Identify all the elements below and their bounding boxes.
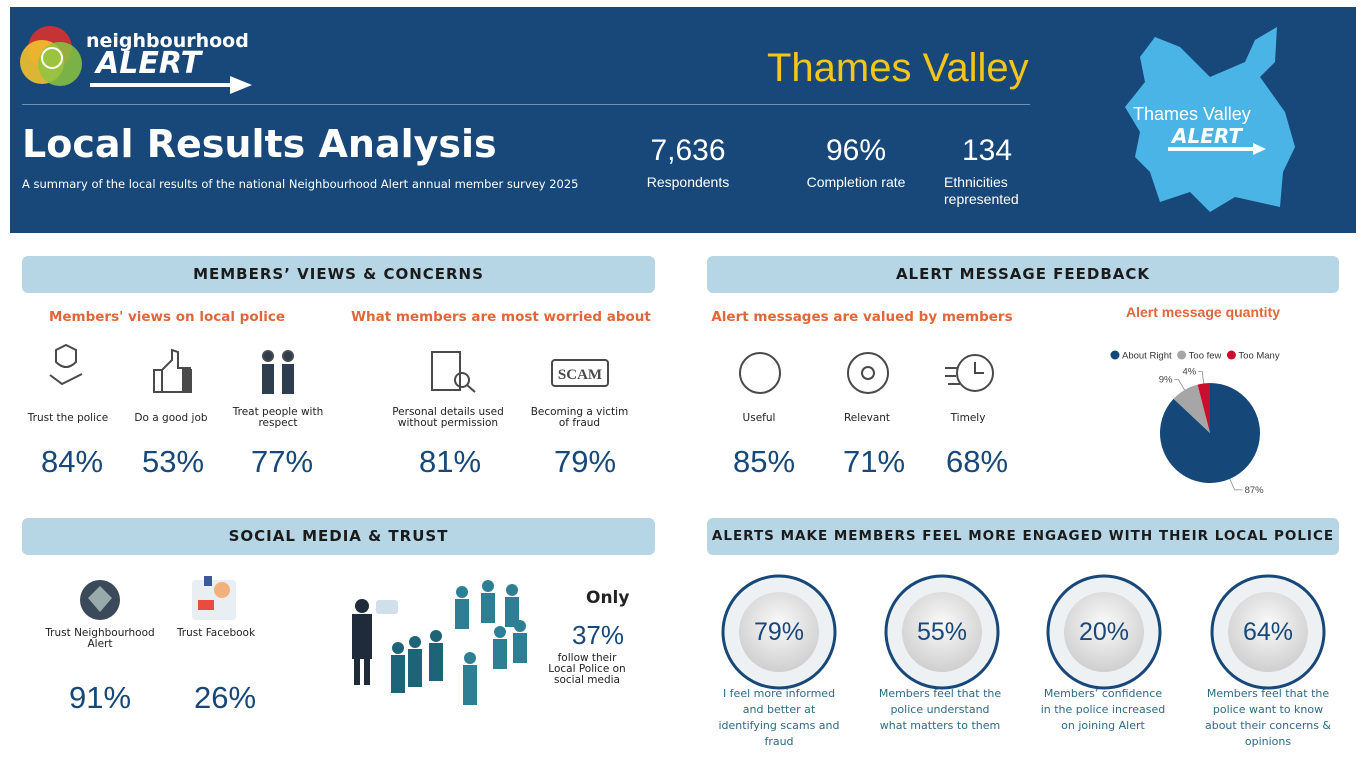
item-label: Trust Neighbourhood Alert bbox=[45, 627, 155, 650]
badge-bottom: ALERT bbox=[1172, 124, 1243, 148]
subheading: Members' views on local police bbox=[48, 309, 286, 325]
item-label: Trust the police bbox=[27, 412, 109, 424]
engagement-value: 55% bbox=[916, 618, 968, 646]
section-heading: ALERT MESSAGE FEEDBACK bbox=[707, 256, 1339, 293]
item-label: Do a good job bbox=[134, 412, 208, 424]
stat-value: 96% bbox=[825, 134, 887, 167]
badge-arrow bbox=[1168, 143, 1266, 155]
scam-icon: SCAM bbox=[557, 367, 603, 383]
item-value: 68% bbox=[945, 444, 1009, 479]
item-value: 85% bbox=[732, 444, 796, 479]
pie-chart: Alert message quantity About Right Too fe… bbox=[1110, 304, 1280, 496]
item-value: 79% bbox=[553, 444, 617, 479]
pie-slice bbox=[1197, 383, 1210, 433]
title: Local Results Analysis bbox=[22, 122, 497, 166]
legend-swatch bbox=[1110, 350, 1120, 360]
logo-arrow bbox=[90, 76, 252, 94]
leader-line bbox=[1198, 371, 1205, 384]
subheading: What members are most worried about bbox=[351, 309, 651, 325]
follow-value: 37% bbox=[571, 620, 625, 650]
pie-slice bbox=[1173, 384, 1210, 433]
subheading: Alert messages are valued by members bbox=[711, 309, 1013, 325]
stat-label: Completion rate bbox=[806, 174, 906, 190]
item-value: 77% bbox=[250, 444, 314, 479]
legend-swatch bbox=[1226, 350, 1236, 360]
data-label: 4% bbox=[1182, 366, 1196, 377]
logo-top: neighbourhood bbox=[86, 30, 249, 52]
engagement-rings bbox=[721, 574, 1326, 690]
item-value: 53% bbox=[141, 444, 205, 479]
icons-row bbox=[49, 343, 994, 394]
item-label: Trust Facebook bbox=[176, 627, 256, 639]
engagement-label: Members feel that the police understand … bbox=[878, 687, 1002, 732]
header bbox=[10, 7, 1356, 233]
chart-title: Alert message quantity bbox=[1126, 304, 1280, 320]
stat-label: Ethnicities represented bbox=[944, 174, 1019, 207]
follow-label: follow their Local Police on social medi… bbox=[548, 652, 626, 686]
engagement-label: Members feel that the police want to kno… bbox=[1204, 687, 1332, 748]
logo-mark bbox=[20, 26, 82, 86]
engagement-label: I feel more informed and better at ident… bbox=[718, 687, 840, 748]
social-illustration bbox=[80, 576, 527, 705]
section-heading: SOCIAL MEDIA & TRUST bbox=[22, 518, 655, 555]
leader-line bbox=[1174, 379, 1185, 391]
engagement-value: 64% bbox=[1242, 618, 1294, 646]
legend-label: Too Many bbox=[1238, 351, 1279, 362]
item-value: 84% bbox=[40, 444, 104, 479]
stat-value: 134 bbox=[961, 134, 1013, 167]
stat-value: 7,636 bbox=[650, 134, 726, 167]
data-label: 9% bbox=[1159, 375, 1173, 386]
badge-top: Thames Valley bbox=[1133, 104, 1251, 124]
divider bbox=[22, 104, 1030, 105]
item-label: Timely bbox=[950, 412, 986, 424]
section-heading: ALERTS MAKE MEMBERS FEEL MORE ENGAGED WI… bbox=[707, 518, 1339, 555]
engagement-value: 79% bbox=[753, 618, 805, 646]
item-label: Useful bbox=[742, 412, 776, 424]
item-value: 81% bbox=[418, 444, 482, 479]
data-label: 87% bbox=[1245, 485, 1265, 496]
item-label: Relevant bbox=[843, 412, 891, 424]
item-value: 91% bbox=[68, 680, 132, 715]
item-value: 71% bbox=[842, 444, 906, 479]
item-label: Becoming a victim of fraud bbox=[530, 406, 629, 429]
stat-label: Respondents bbox=[646, 174, 730, 190]
engagement-value: 20% bbox=[1078, 618, 1130, 646]
item-label: Personal details used without permission bbox=[392, 406, 504, 429]
subtitle: A summary of the local results of the na… bbox=[22, 177, 579, 191]
legend-label: About Right bbox=[1122, 351, 1172, 362]
item-label: Treat people with respect bbox=[232, 406, 324, 429]
legend-label: Too few bbox=[1189, 351, 1222, 362]
legend-swatch bbox=[1177, 350, 1187, 360]
region: Thames Valley bbox=[767, 46, 1029, 90]
only: Only bbox=[586, 588, 630, 608]
section-heading: MEMBERS’ VIEWS & CONCERNS bbox=[22, 256, 655, 293]
item-value: 26% bbox=[193, 680, 257, 715]
region-map bbox=[1125, 27, 1295, 212]
leader-line bbox=[1229, 478, 1243, 491]
logo-bottom: ALERT bbox=[96, 46, 202, 81]
engagement-label: Members’ confidence in the police increa… bbox=[1040, 687, 1166, 732]
